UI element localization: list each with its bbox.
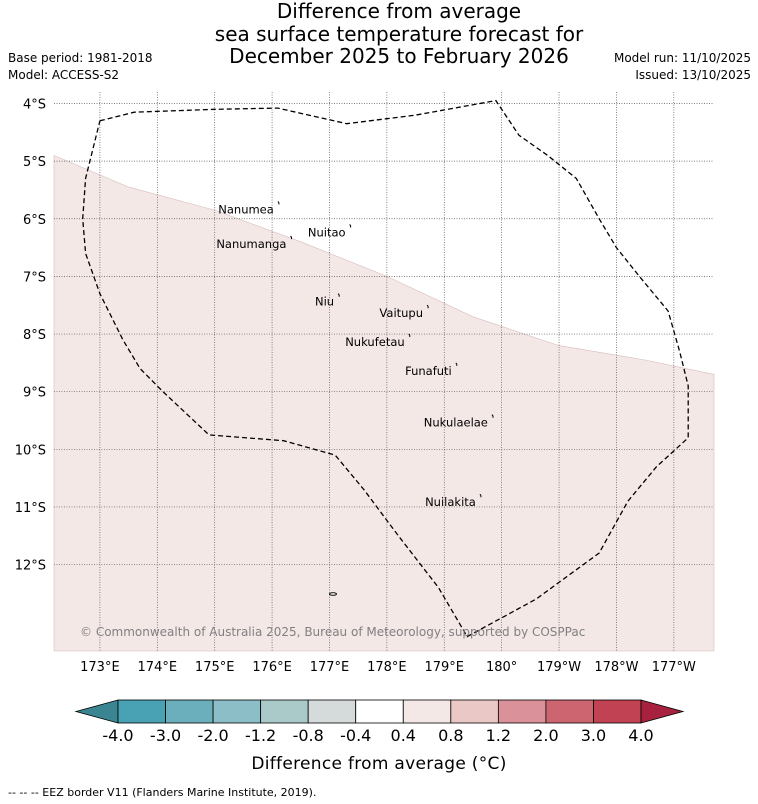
title-line-3: December 2025 to February 2026 bbox=[229, 44, 569, 68]
island-label: Nanumea bbox=[218, 202, 274, 216]
lat-tick-label: 9°S bbox=[23, 386, 46, 401]
island-label: Nanumanga bbox=[216, 237, 286, 251]
colorbar-bin bbox=[450, 699, 499, 724]
lon-tick-label: 176°E bbox=[252, 660, 292, 675]
copyright-note: © Commonwealth of Australia 2025, Bureau… bbox=[80, 625, 585, 639]
island-marker bbox=[337, 293, 340, 297]
lat-tick-label: 11°S bbox=[15, 501, 46, 516]
colorbar-tick-label: -0.8 bbox=[293, 726, 324, 745]
colorbar-tick-label: 0.4 bbox=[391, 726, 416, 745]
model-name: Model: ACCESS-S2 bbox=[8, 68, 120, 82]
lon-tick-label: 177°E bbox=[310, 660, 350, 675]
lat-tick-label: 4°S bbox=[23, 98, 46, 113]
colorbar-tick-label: 4.0 bbox=[628, 726, 653, 745]
lon-tick-label: 175°E bbox=[195, 660, 235, 675]
colorbar-tick-label: 0.8 bbox=[438, 726, 463, 745]
colorbar-bin bbox=[260, 699, 309, 724]
lon-tick-label: 174°E bbox=[138, 660, 178, 675]
lat-tick-label: 10°S bbox=[15, 443, 46, 458]
lon-tick-label: 177°W bbox=[652, 660, 696, 675]
lat-tick-label: 5°S bbox=[23, 155, 46, 170]
colorbar-bin bbox=[165, 699, 214, 724]
lon-tick-label: 178°W bbox=[594, 660, 638, 675]
island-label: Nuitao bbox=[308, 226, 346, 240]
colorbar-title: Difference from average (°C) bbox=[251, 754, 506, 774]
island-label: Niu bbox=[315, 295, 334, 309]
lat-tick-label: 6°S bbox=[23, 213, 46, 228]
island-marker bbox=[455, 362, 458, 366]
colorbar-bin bbox=[545, 699, 594, 724]
atoll-outline bbox=[329, 592, 337, 596]
eez-footnote: -- -- -- EEZ border V11 (Flanders Marine… bbox=[8, 786, 317, 799]
island-marker bbox=[426, 304, 429, 309]
island-label: Nukufetau bbox=[345, 335, 404, 349]
colorbar-bin bbox=[212, 699, 262, 724]
base-info: Base period: 1981-2018 Model: ACCESS-S2 bbox=[8, 50, 153, 84]
colorbar-tick-label: -3.0 bbox=[150, 726, 181, 745]
eez-border bbox=[82, 99, 689, 638]
colorbar-bin bbox=[355, 699, 404, 724]
island-label: Vaitupu bbox=[379, 306, 423, 320]
colorbar-tick-label: 3.0 bbox=[581, 726, 606, 745]
island-marker bbox=[479, 493, 482, 498]
island-marker bbox=[290, 235, 293, 240]
lon-tick-label: 180° bbox=[486, 660, 517, 675]
colorbar-tick-label: -1.2 bbox=[245, 726, 276, 745]
colorbar-max-arrow bbox=[640, 699, 685, 724]
island-label: Nukulaelae bbox=[424, 416, 488, 430]
title-line-1: Difference from average bbox=[276, 0, 522, 23]
colorbar-tick-label: 1.2 bbox=[486, 726, 511, 745]
issued-date: Issued: 13/10/2025 bbox=[635, 68, 751, 82]
colorbar-tick-label: -4.0 bbox=[102, 726, 133, 745]
colorbar-bin bbox=[497, 699, 547, 724]
island-marker bbox=[277, 201, 280, 205]
lon-tick-label: 173°E bbox=[80, 660, 120, 675]
lon-tick-label: 179°W bbox=[537, 660, 581, 675]
lat-tick-label: 12°S bbox=[15, 559, 46, 574]
island-label: Nuilakita bbox=[425, 495, 476, 509]
colorbar-min-arrow bbox=[74, 699, 119, 724]
lon-tick-label: 179°E bbox=[424, 660, 464, 675]
colorbar-bin bbox=[307, 699, 357, 724]
lat-tick-label: 7°S bbox=[23, 270, 46, 285]
island-marker bbox=[408, 333, 411, 338]
island-marker bbox=[349, 224, 352, 228]
anomaly-region bbox=[53, 154, 715, 652]
lon-tick-label: 178°E bbox=[367, 660, 407, 675]
colorbar-bin bbox=[117, 699, 166, 724]
island-label: Funafuti bbox=[405, 364, 452, 378]
colorbar-bin bbox=[402, 699, 452, 724]
island-marker bbox=[491, 414, 494, 418]
model-run: Model run: 11/10/2025 bbox=[613, 51, 751, 65]
run-info: Model run: 11/10/2025 Issued: 13/10/2025 bbox=[614, 50, 751, 84]
colorbar-tick-label: 2.0 bbox=[533, 726, 558, 745]
colorbar-tick-label: -2.0 bbox=[197, 726, 228, 745]
map-title: Difference from average sea surface temp… bbox=[0, 0, 758, 68]
title-line-2: sea surface temperature forecast for bbox=[214, 21, 584, 46]
base-period: Base period: 1981-2018 bbox=[8, 51, 153, 65]
colorbar-bin bbox=[593, 699, 642, 724]
colorbar-tick-label: -0.4 bbox=[340, 726, 371, 745]
lat-tick-label: 8°S bbox=[23, 328, 46, 343]
